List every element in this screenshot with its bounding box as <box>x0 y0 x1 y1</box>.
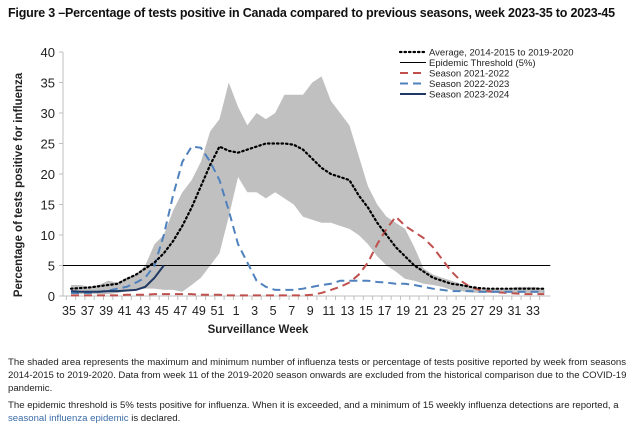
y-axis-label: Percentage of tests positive for influen… <box>13 72 25 297</box>
x-tick-label: 37 <box>81 304 95 318</box>
y-tick-label: 25 <box>41 137 55 152</box>
legend-label: Season 2023-2024 <box>429 90 509 101</box>
x-tick-label: 1 <box>233 304 240 318</box>
y-tick-label: 30 <box>41 106 55 121</box>
x-tick-label: 11 <box>322 304 335 318</box>
note-epidemic-threshold: The epidemic threshold is 5% tests posit… <box>8 399 638 425</box>
x-tick-label: 19 <box>396 304 410 318</box>
x-tick-label: 39 <box>99 304 113 318</box>
y-tick-label: 15 <box>41 198 55 213</box>
x-tick-label: 23 <box>433 304 447 318</box>
x-axis-label: Surveillance Week <box>208 324 309 336</box>
x-tick-label: 3 <box>251 304 258 318</box>
x-tick-label: 51 <box>211 304 225 318</box>
x-tick-label: 7 <box>288 304 295 318</box>
x-tick-label: 31 <box>507 304 521 318</box>
x-tick-label: 41 <box>118 304 132 318</box>
x-tick-label: 9 <box>307 304 314 318</box>
x-tick-label: 21 <box>415 304 429 318</box>
historical-min-max-band <box>71 76 545 295</box>
y-tick-label: 5 <box>48 259 55 274</box>
series-line-season-2023-2024 <box>70 264 165 293</box>
note-text-before: The epidemic threshold is 5% tests posit… <box>8 400 619 411</box>
x-tick-label: 33 <box>526 304 540 318</box>
legend-label: Epidemic Threshold (5%) <box>429 58 535 69</box>
x-tick-label: 45 <box>155 304 169 318</box>
series-line-average-2014-2015-to-2019-2020 <box>69 142 546 290</box>
x-tick-label: 17 <box>378 304 392 318</box>
y-tick-label: 0 <box>48 289 55 304</box>
x-tick-label: 13 <box>340 304 354 318</box>
legend-label: Average, 2014-2015 to 2019-2020 <box>429 48 574 59</box>
legend-label: Season 2021-2022 <box>429 69 509 80</box>
series-line-season-2021-2022 <box>71 215 545 297</box>
x-tick-label: 5 <box>270 304 277 318</box>
x-tick-label: 35 <box>62 304 76 318</box>
x-tick-label: 27 <box>470 304 484 318</box>
note-shaded-area: The shaded area represents the maximum a… <box>8 357 627 394</box>
y-tick-label: 10 <box>41 228 55 243</box>
x-tick-label: 47 <box>173 304 187 318</box>
x-tick-label: 43 <box>136 304 150 318</box>
y-tick-label: 20 <box>41 167 55 182</box>
series-layer <box>63 142 551 297</box>
x-tick-label: 25 <box>452 304 466 318</box>
legend: Average, 2014-2015 to 2019-2020Epidemic … <box>398 48 574 101</box>
x-tick-label: 49 <box>192 304 206 318</box>
axes-layer <box>59 51 551 300</box>
historical-band-layer <box>71 76 545 295</box>
note-text-after: is declared. <box>128 413 181 424</box>
figure-title: Figure 3 –Percentage of tests positive i… <box>8 6 615 20</box>
legend-label: Season 2022-2023 <box>429 79 509 90</box>
series-line-season-2022-2023 <box>71 145 545 294</box>
y-tick-label: 40 <box>41 45 55 60</box>
seasonal-influenza-epidemic-link[interactable]: seasonal influenza epidemic <box>8 413 129 424</box>
y-tick-label: 35 <box>41 76 55 91</box>
x-tick-label: 29 <box>489 304 503 318</box>
x-tick-label: 15 <box>359 304 373 318</box>
